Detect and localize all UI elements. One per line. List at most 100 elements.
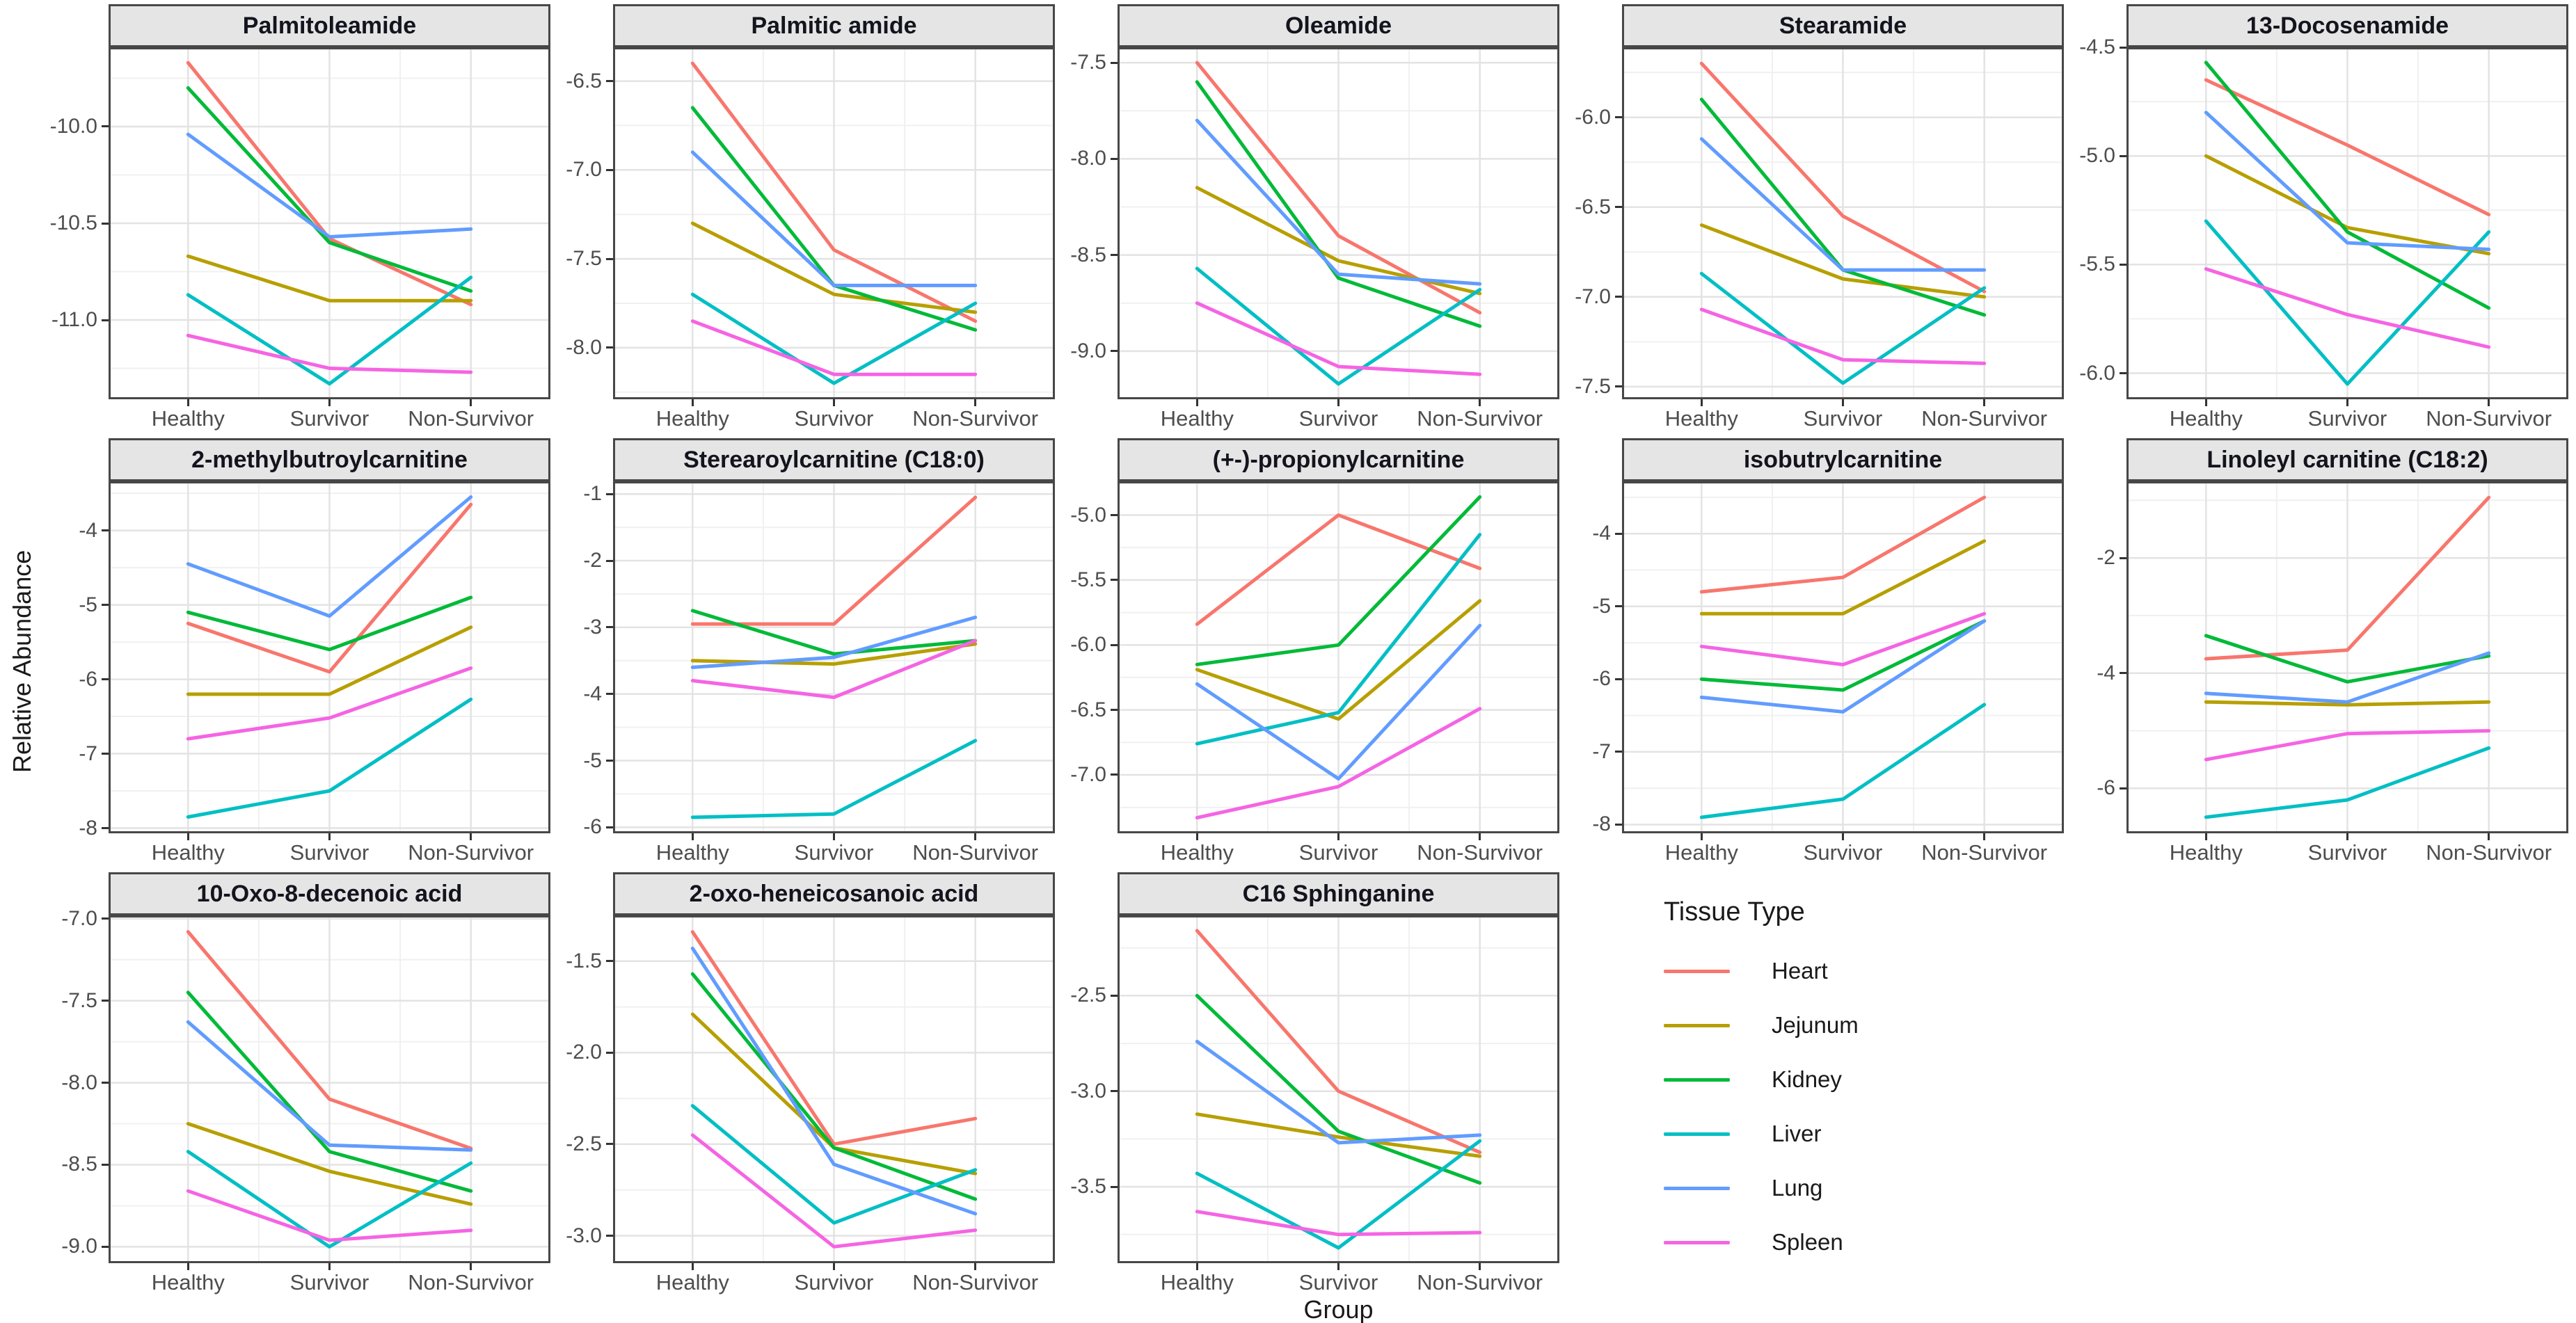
y-tick-mark [606, 257, 613, 260]
panel-title: C16 Sphinganine [1118, 872, 1559, 915]
x-axis: Healthy Survivor Non-Survivor [1622, 399, 2064, 431]
line-spleen [2204, 729, 2491, 762]
line-lung [1195, 623, 1482, 781]
y-tick-mark [2120, 46, 2126, 49]
x-tick-mark [2488, 399, 2490, 406]
y-tick-label: -5 [1592, 594, 1611, 618]
panel-title: Stearamide [1622, 4, 2064, 47]
x-tick-label-survivor: Survivor [794, 1270, 874, 1294]
x-tick-mark [1337, 399, 1339, 406]
x-axis: Healthy Survivor Non-Survivor [613, 1263, 1055, 1294]
y-tick-label: -7.0 [566, 158, 602, 182]
line-liver [186, 275, 473, 386]
plot-svg [109, 481, 550, 833]
y-tick-mark [1111, 773, 1118, 776]
panel-title: isobutrylcarnitine [1622, 438, 2064, 481]
facet-panel-isobutrylcarnitine: isobutrylcarnitine -4 -5 -6 -7 -8 Healthy Survi… [1559, 438, 2064, 865]
y-tick-mark [1111, 579, 1118, 582]
line-lung [1195, 1039, 1482, 1145]
y-tick-label: -6.0 [2079, 361, 2115, 385]
y-tick-mark [1615, 116, 1622, 119]
legend-label: Kidney [1772, 1066, 1842, 1092]
line-jejunum [2204, 154, 2491, 256]
y-tick-label: -5.0 [1070, 503, 1106, 527]
x-tick-mark [1842, 399, 1844, 406]
y-axis: -1 -2 -3 -4 -5 -6 [550, 481, 613, 838]
y-tick-mark [606, 1235, 613, 1237]
y-tick-label: -3.0 [1070, 1079, 1106, 1102]
y-tick-label: -8.0 [566, 335, 602, 359]
y-tick-label: -9.0 [61, 1235, 97, 1258]
line-lung [186, 132, 473, 239]
line-liver [2204, 219, 2491, 386]
y-axis: -5.0 -5.5 -6.0 -6.5 -7.0 [1055, 481, 1118, 833]
y-tick-label: -8.5 [61, 1153, 97, 1176]
y-tick-mark [1111, 643, 1118, 646]
y-axis: -4 -5 -6 -7 -8 [1559, 481, 1622, 835]
facet-panel-linoleyl-carnitine-c18-2: Linoleyl carnitine (C18:2) -2 -4 -6 Healthy S… [2064, 438, 2568, 865]
x-axis: Healthy Survivor Non-Survivor [613, 833, 1055, 865]
plot-svg [1622, 481, 2064, 833]
y-tick-mark [102, 1000, 109, 1002]
y-tick-label: -6.5 [1070, 698, 1106, 721]
line-kidney [1195, 495, 1482, 666]
x-tick-mark [186, 399, 189, 406]
facet-row-2: 2-methylbutroylcarnitine -4 -5 -6 -7 -8 Health… [46, 438, 2568, 865]
plot-svg [1622, 47, 2064, 399]
x-tick-label-survivor: Survivor [2307, 840, 2387, 865]
x-tick-label-healthy: Healthy [1664, 406, 1738, 431]
x-tick-label-survivor: Survivor [1298, 840, 1378, 865]
x-tick-mark [1337, 1263, 1339, 1270]
panel-title: (+-)-propionylcarnitine [1118, 438, 1559, 481]
panel-title: Palmitic amide [613, 4, 1055, 47]
y-tick-mark [1615, 296, 1622, 298]
y-axis-title: Relative Abundance [8, 550, 36, 773]
line-spleen [1195, 1210, 1482, 1237]
y-tick-label: -2.0 [566, 1041, 602, 1064]
panel-title: Linoleyl carnitine (C18:2) [2126, 438, 2568, 481]
x-tick-mark [186, 833, 189, 840]
x-tick-mark [470, 399, 472, 406]
legend-item-kidney: Kidney [1664, 1066, 2064, 1093]
x-tick-label-healthy: Healthy [151, 406, 225, 431]
line-jejunum [1195, 1112, 1482, 1158]
line-lung [1195, 118, 1482, 286]
line-jejunum [2204, 700, 2491, 707]
facet-panel-oleamide: Oleamide -7.5 -8.0 -8.5 -9.0 Healthy Survivor N… [1055, 4, 1559, 431]
plot-area [613, 481, 1055, 833]
line-kidney [2204, 634, 2491, 684]
y-tick-label: -7.0 [61, 906, 97, 930]
y-tick-mark [2120, 372, 2126, 375]
y-tick-label: -1.5 [566, 949, 602, 972]
legend-line-swatch-jejunum [1664, 1023, 1730, 1027]
facet-panel-sterearoylcarnitine-c18-0: Sterearoylcarnitine (C18:0) -1 -2 -3 -4 -5 -6 H… [550, 438, 1055, 865]
x-tick-mark [974, 1263, 977, 1270]
line-kidney [186, 595, 473, 652]
x-tick-mark [1337, 833, 1339, 840]
line-liver [1195, 533, 1482, 746]
x-tick-mark [1983, 833, 1986, 840]
legend-title: Tissue Type [1664, 897, 1805, 927]
x-tick-label-healthy: Healthy [655, 1270, 729, 1294]
line-jejunum [1195, 599, 1482, 721]
plot-svg [1118, 481, 1559, 833]
panel-title: Oleamide [1118, 4, 1559, 47]
x-axis: Healthy Survivor Non-Survivor [109, 399, 550, 431]
x-tick-label-survivor: Survivor [1803, 840, 1883, 865]
y-tick-mark [606, 168, 613, 171]
y-tick-mark [102, 827, 109, 829]
y-tick-label: -6 [583, 815, 602, 839]
y-tick-label: -5.5 [2079, 252, 2115, 276]
x-tick-label-survivor: Survivor [794, 840, 874, 865]
line-spleen [690, 639, 978, 699]
y-tick-mark [1615, 823, 1622, 826]
x-tick-label-healthy: Healthy [2169, 840, 2243, 865]
x-tick-label-healthy: Healthy [655, 406, 729, 431]
y-tick-label: -1 [583, 482, 602, 506]
line-lung [690, 946, 978, 1216]
panel-title: 10-Oxo-8-decenoic acid [109, 872, 550, 915]
plot-area [109, 47, 550, 399]
y-axis: -2.5 -3.0 -3.5 [1055, 915, 1118, 1263]
y-tick-label: -8.0 [1070, 147, 1106, 170]
y-tick-mark [2120, 672, 2126, 675]
